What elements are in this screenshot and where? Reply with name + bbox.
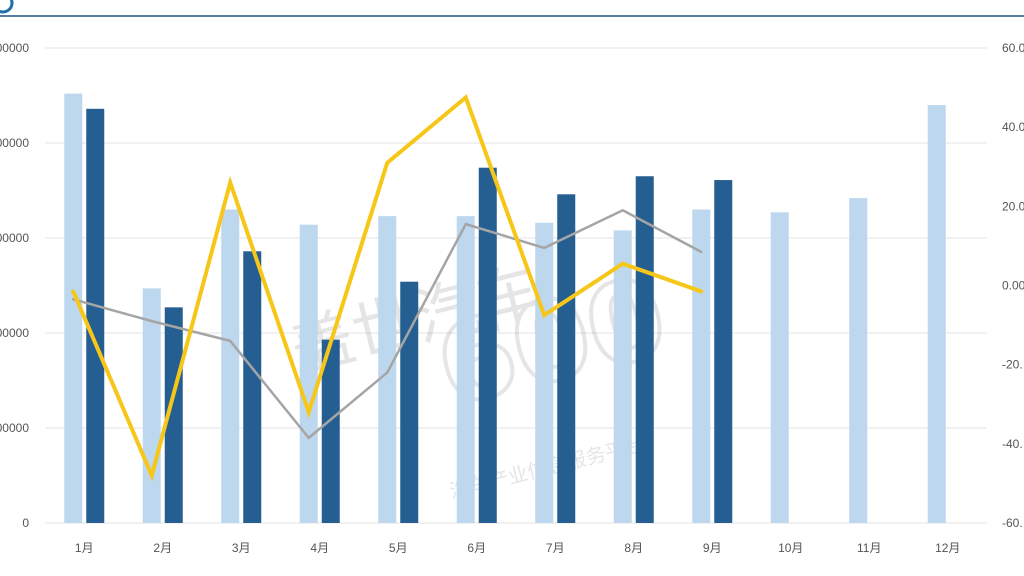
- y-axis-left: 00000000000000000000000000: [0, 41, 29, 530]
- x-tick-label: 7月: [546, 541, 565, 555]
- x-axis: 1月 2月 3月 4月 5月 6月 7月 8月 9月 10月 11月 12月: [75, 541, 961, 555]
- y-axis-right: -60. -40. -20. 0.00 20.0 40.0 60.0: [1002, 41, 1024, 530]
- bar: [64, 93, 83, 523]
- bar: [321, 339, 340, 523]
- x-tick-label: 10月: [778, 541, 803, 555]
- bar: [770, 212, 789, 523]
- x-tick-label: 9月: [703, 541, 722, 555]
- bar: [456, 216, 475, 523]
- y-right-tick-label: -60.: [1002, 516, 1023, 530]
- bar: [86, 108, 105, 524]
- bar: [927, 105, 946, 523]
- x-tick-label: 1月: [75, 541, 94, 555]
- bars: [64, 93, 946, 524]
- bar: [299, 224, 318, 523]
- y-left-tick-label: 0: [22, 516, 29, 530]
- y-right-tick-label: 40.0: [1002, 120, 1024, 134]
- x-tick-label: 5月: [389, 541, 408, 555]
- logo-badge-icon: [0, 0, 14, 14]
- y-right-tick-label: -20.: [1002, 358, 1023, 372]
- bar: [635, 176, 654, 523]
- chart-header: [0, 0, 1024, 17]
- bar: [164, 307, 183, 523]
- bar: [243, 251, 262, 524]
- series-line: [72, 208, 703, 440]
- bar: [221, 209, 240, 523]
- x-tick-label: 3月: [232, 541, 251, 555]
- y-right-tick-label: 20.0: [1002, 199, 1024, 213]
- y-right-tick-label: -40.: [1002, 437, 1023, 451]
- y-right-tick-label: 0.00: [1002, 279, 1024, 293]
- bar: [714, 180, 733, 524]
- bar: [378, 216, 397, 523]
- x-tick-label: 11月: [857, 541, 881, 555]
- series-line: [71, 94, 704, 482]
- lines: [71, 94, 704, 482]
- bar: [692, 209, 711, 523]
- bar: [849, 198, 868, 523]
- x-tick-label: 2月: [153, 541, 172, 555]
- bar: [535, 222, 554, 524]
- x-tick-label: 6月: [467, 541, 486, 555]
- y-right-tick-label: 60.0: [1002, 41, 1024, 55]
- x-tick-label: 12月: [935, 541, 960, 555]
- x-tick-label: 8月: [624, 541, 643, 555]
- bar: [613, 230, 632, 523]
- x-tick-label: 4月: [310, 541, 329, 555]
- bar: [478, 167, 497, 523]
- bar: [557, 194, 576, 524]
